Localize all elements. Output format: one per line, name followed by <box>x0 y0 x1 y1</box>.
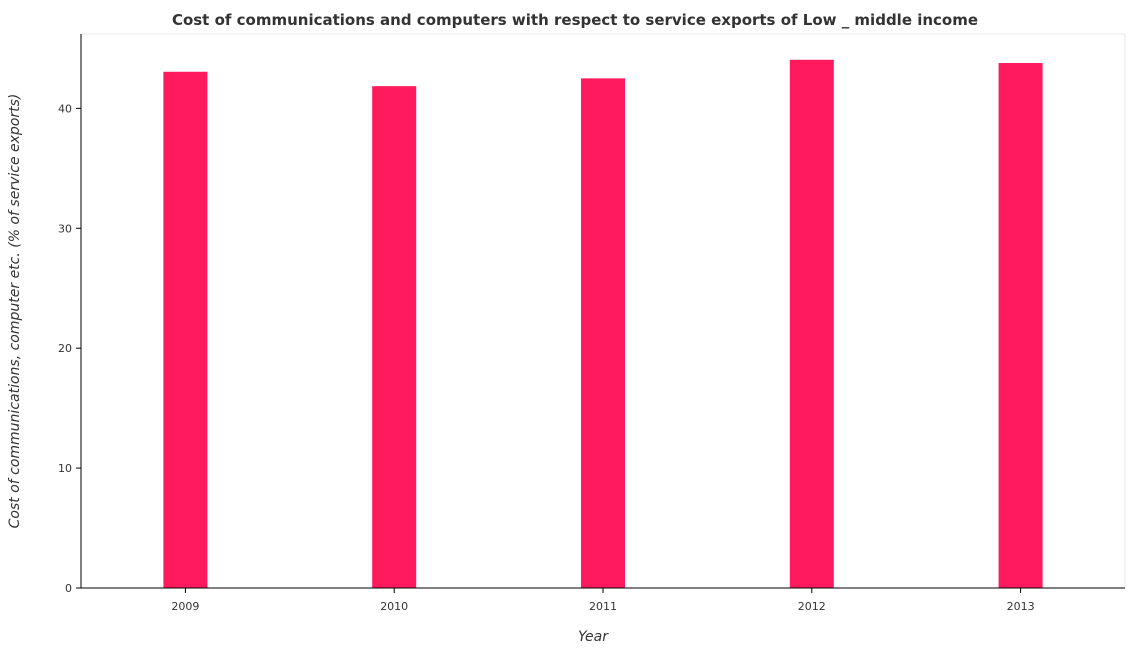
x-tick-label-2010: 2010 <box>380 600 408 613</box>
x-tick-label-2011: 2011 <box>589 600 617 613</box>
bar-2011 <box>581 78 625 588</box>
x-tick-label-2013: 2013 <box>1007 600 1035 613</box>
x-tick-label-2009: 2009 <box>171 600 199 613</box>
y-tick-label-40: 40 <box>58 102 72 115</box>
chart-title: Cost of communications and computers wit… <box>172 11 978 29</box>
bar-2009 <box>163 71 208 589</box>
x-axis-label: Year <box>578 629 609 645</box>
y-tick-label-30: 30 <box>58 222 72 235</box>
bar-2010 <box>372 86 417 588</box>
y-tick-label-20: 20 <box>58 342 72 355</box>
y-tick-label-10: 10 <box>58 462 72 475</box>
bar-2012 <box>789 59 834 589</box>
bars-group <box>163 59 1043 589</box>
y-axis: 0 10 20 30 40 <box>58 34 82 595</box>
x-tick-label-2012: 2012 <box>798 600 826 613</box>
y-axis-label: Cost of communications, computer etc. (%… <box>7 94 23 529</box>
bar-2013 <box>998 63 1043 589</box>
x-axis: 2009 2010 2011 2012 2013 <box>81 587 1125 613</box>
y-tick-label-0: 0 <box>65 582 72 595</box>
